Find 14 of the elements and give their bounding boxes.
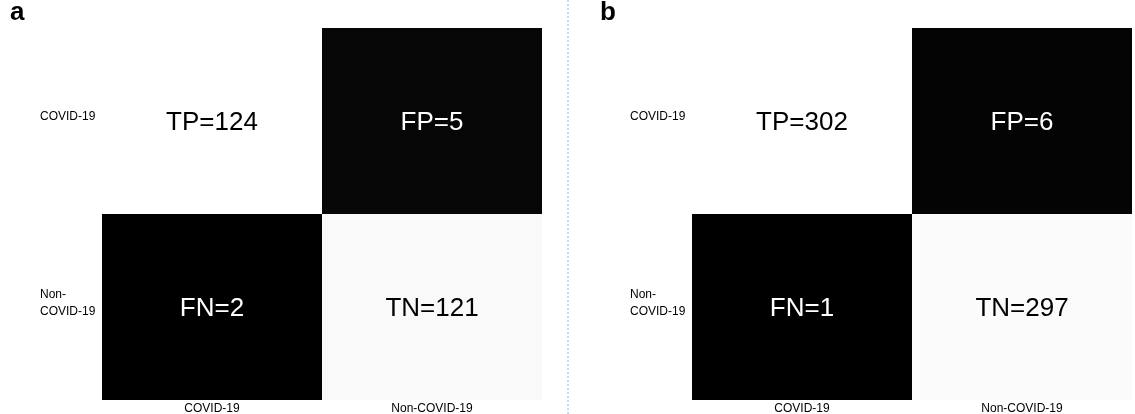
x-tick-label: COVID-19 bbox=[184, 401, 240, 414]
x-tick-label: COVID-19 bbox=[774, 401, 830, 414]
chart-title: a bbox=[10, 0, 25, 26]
data-label: TN=297 bbox=[975, 292, 1069, 322]
data-label: TN=121 bbox=[385, 292, 479, 322]
chart-title: b bbox=[600, 0, 616, 26]
data-label: TP=302 bbox=[756, 106, 848, 136]
data-label: FN=1 bbox=[769, 292, 835, 322]
x-tick-label: Non-COVID-19 bbox=[391, 401, 473, 414]
data-label: FP=5 bbox=[400, 106, 464, 136]
data-label: FP=6 bbox=[990, 106, 1054, 136]
x-tick-label: Non-COVID-19 bbox=[981, 401, 1063, 414]
data-label: TP=124 bbox=[166, 106, 258, 136]
data-label: FN=2 bbox=[179, 292, 245, 322]
